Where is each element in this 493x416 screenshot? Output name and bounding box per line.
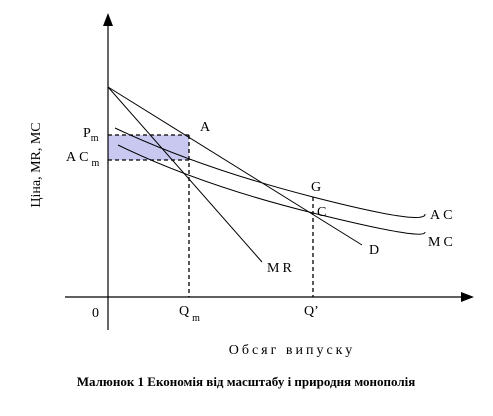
profit-area <box>108 135 189 160</box>
quantity2-label: Q’ <box>304 304 319 319</box>
curves <box>107 86 426 263</box>
price-label: Pm <box>83 126 99 144</box>
curve-label: D <box>369 243 379 258</box>
point-label: A <box>200 120 211 135</box>
point-label: G <box>311 180 321 195</box>
avg-cost-label: ACm <box>66 150 102 169</box>
axes <box>65 20 468 330</box>
ac-curve <box>114 127 426 218</box>
curve-label: AC <box>430 208 455 223</box>
caption: Малюнок 1 Економія від масштабу і природ… <box>77 374 416 389</box>
x-axis-label: Обсяг випуску <box>229 343 356 358</box>
guides <box>108 134 314 297</box>
point-label: C <box>317 205 326 220</box>
y-axis-label: Ціна, MR, MC <box>29 122 44 207</box>
origin: 0 <box>92 306 99 321</box>
curve-label: MC <box>428 235 456 250</box>
demand-curve <box>107 86 363 246</box>
x-arrow <box>461 292 474 302</box>
y-arrow <box>103 13 113 26</box>
mr-curve <box>107 86 263 263</box>
mc-curve <box>117 144 426 235</box>
curve-label: MR <box>267 261 295 276</box>
